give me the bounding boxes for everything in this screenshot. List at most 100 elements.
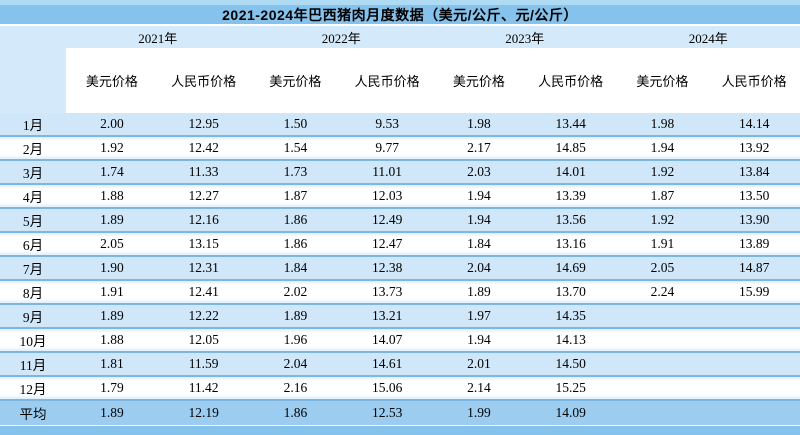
top-strip (0, 0, 800, 5)
value-cell: 2.00 (100, 116, 124, 131)
month-cell: 6月 (22, 238, 44, 253)
table-row: 2月 1.92 12.42 1.54 9.77 2.17 14.85 1.94 13.92 (0, 137, 800, 161)
value-cell: 1.86 (283, 212, 308, 227)
column-header-cny-2024: 人民币价格 (721, 74, 787, 89)
value-cell: 1.54 (283, 140, 308, 155)
value-cell: 13.16 (555, 236, 586, 251)
value-cell: 2.04 (283, 356, 308, 371)
value-cell: 1.88 (100, 332, 124, 347)
value-cell: 2.16 (283, 380, 308, 395)
value-cell: 1.94 (467, 212, 491, 227)
value-cell: 1.89 (283, 308, 308, 323)
value-cell: 1.91 (100, 284, 124, 299)
value-cell: 1.98 (650, 116, 675, 131)
value-cell: 12.22 (188, 308, 219, 323)
value-cell: 14.35 (555, 308, 586, 323)
value-cell: 1.98 (467, 116, 491, 131)
month-cell: 4月 (22, 190, 44, 205)
value-cell: 11.33 (188, 164, 219, 179)
year-header-2022: 2022年 (321, 30, 361, 46)
value-cell: 2.24 (650, 284, 675, 299)
value-cell: 12.38 (371, 260, 403, 275)
value-cell: 13.44 (555, 116, 586, 131)
column-header-usd-2022: 美元价格 (269, 74, 322, 89)
value-cell: 12.42 (188, 140, 219, 155)
value-cell: 1.50 (283, 116, 308, 131)
column-header-cny-2023: 人民币价格 (538, 74, 604, 89)
value-cell: 14.69 (555, 260, 586, 275)
value-cell: 12.05 (188, 332, 219, 347)
month-cell: 8月 (22, 286, 44, 301)
table-row: 12月 1.79 11.42 2.16 15.06 2.14 15.25 (0, 377, 800, 401)
value-cell: 13.73 (371, 284, 403, 299)
value-cell: 15.06 (371, 380, 403, 395)
value-cell: 1.88 (100, 188, 124, 203)
value-cell: 12.41 (188, 284, 219, 299)
value-cell: 14.07 (371, 332, 403, 347)
value-cell: 1.89 (467, 284, 491, 299)
month-cell: 9月 (22, 310, 44, 325)
table-row: 4月 1.88 12.27 1.87 12.03 1.94 13.39 1.87 13.50 (0, 185, 800, 209)
value-cell: 2.02 (283, 284, 308, 299)
value-cell: 14.85 (555, 140, 586, 155)
value-cell: 12.53 (371, 405, 403, 420)
month-cell: 2月 (22, 142, 44, 157)
value-cell: 12.95 (188, 116, 219, 131)
value-cell: 12.49 (371, 212, 403, 227)
value-cell: 13.84 (738, 164, 770, 179)
value-cell: 1.91 (650, 236, 675, 251)
value-cell: 11.42 (188, 380, 219, 395)
value-cell: 2.03 (467, 164, 491, 179)
value-cell: 15.99 (738, 284, 770, 299)
value-cell: 14.01 (555, 164, 586, 179)
value-cell: 11.59 (188, 356, 219, 371)
value-cell: 1.92 (100, 140, 124, 155)
value-cell: 2.05 (100, 236, 124, 251)
value-cell: 1.86 (283, 405, 308, 420)
value-cell: 12.19 (188, 405, 219, 420)
value-cell: 1.81 (100, 356, 124, 371)
value-cell: 13.39 (555, 188, 586, 203)
table-row: 平均 1.89 12.19 1.86 12.53 1.99 14.09 (0, 401, 800, 425)
month-cell: 10月 (19, 334, 47, 349)
value-cell: 2.05 (650, 260, 675, 275)
month-cell: 5月 (22, 214, 44, 229)
bottom-strip (0, 426, 800, 435)
month-cell: 12月 (19, 382, 47, 397)
value-cell: 13.21 (371, 308, 403, 323)
value-cell: 12.16 (188, 212, 219, 227)
table-row: 3月 1.74 11.33 1.73 11.01 2.03 14.01 1.92 13.84 (0, 161, 800, 185)
value-cell: 14.13 (555, 332, 586, 347)
year-header-2021: 2021年 (138, 30, 178, 46)
table-title: 2021-2024年巴西猪肉月度数据（美元/公斤、元/公斤） (222, 6, 578, 23)
table-body: 1月 2.00 12.95 1.50 9.53 1.98 13.44 1.98 14.14 2… (0, 113, 800, 425)
table-row: 8月 1.91 12.41 2.02 13.73 1.89 13.70 2.24 15.99 (0, 281, 800, 305)
table-row: 7月 1.90 12.31 1.84 12.38 2.04 14.69 2.05 14.87 (0, 257, 800, 281)
value-cell: 14.87 (738, 260, 770, 275)
value-cell: 14.50 (555, 356, 586, 371)
column-header-usd-2023: 美元价格 (452, 74, 505, 89)
value-cell: 1.92 (650, 164, 675, 179)
value-cell: 1.87 (283, 188, 308, 203)
value-cell: 2.17 (467, 140, 491, 155)
table-title-bar: 2021-2024年巴西猪肉月度数据（美元/公斤、元/公斤） (0, 5, 800, 24)
column-header-row: 美元价格 人民币价格 美元价格 人民币价格 美元价格 人民币价格 美元价格 人民… (0, 48, 800, 113)
year-header-row: 2021年 2022年 2023年 2024年 (0, 26, 800, 48)
value-cell: 1.84 (283, 260, 308, 275)
value-cell: 1.94 (467, 332, 491, 347)
value-cell: 12.03 (371, 188, 403, 203)
value-cell: 12.31 (188, 260, 219, 275)
value-cell: 1.74 (100, 164, 124, 179)
value-cell: 13.89 (738, 236, 770, 251)
column-header-usd-2024: 美元价格 (636, 74, 689, 89)
value-cell: 1.94 (650, 140, 675, 155)
divider (0, 24, 800, 26)
value-cell: 14.09 (555, 405, 586, 420)
value-cell: 1.89 (100, 212, 124, 227)
table-row: 10月 1.88 12.05 1.96 14.07 1.94 14.13 (0, 329, 800, 353)
value-cell: 11.01 (372, 164, 403, 179)
value-cell: 1.87 (650, 188, 675, 203)
value-cell: 13.92 (738, 140, 770, 155)
table-row: 11月 1.81 11.59 2.04 14.61 2.01 14.50 (0, 353, 800, 377)
value-cell: 2.01 (467, 356, 491, 371)
